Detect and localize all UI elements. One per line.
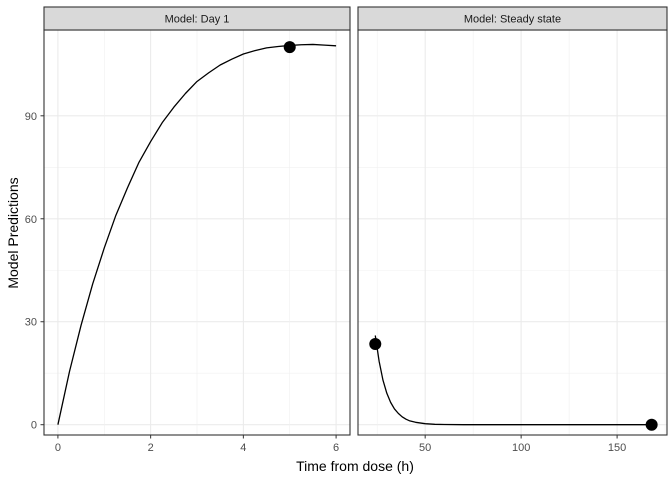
x-axis-title: Time from dose (h) bbox=[296, 458, 414, 474]
y-tick-label: 60 bbox=[25, 214, 37, 226]
panel-1-strip-label: Model: Day 1 bbox=[165, 14, 230, 26]
panel-2-background bbox=[358, 30, 667, 435]
x-tick-label: 0 bbox=[55, 442, 61, 454]
x-tick-label: 100 bbox=[512, 442, 530, 454]
panel-day-1: Model: Day 1 0 2 4 6 bbox=[43, 6, 351, 454]
panel-2-grid bbox=[358, 30, 667, 435]
y-tick-label: 30 bbox=[25, 317, 37, 329]
panel-1-x-axis: 0 2 4 6 bbox=[55, 435, 339, 454]
data-point bbox=[645, 418, 658, 431]
series-line bbox=[374, 335, 652, 426]
y-axis: 0 30 60 90 bbox=[25, 111, 44, 432]
y-tick-label: 0 bbox=[31, 420, 37, 432]
panel-2-strip-label: Model: Steady state bbox=[464, 14, 561, 26]
x-tick-label: 4 bbox=[240, 442, 246, 454]
panel-2-strip bbox=[357, 6, 668, 31]
data-point bbox=[283, 41, 296, 54]
x-tick-label: 150 bbox=[608, 442, 626, 454]
y-tick-label: 90 bbox=[25, 111, 37, 123]
panel-1-grid bbox=[44, 30, 350, 435]
panel-1-strip bbox=[43, 6, 351, 31]
panel-steady-state: Model: Steady state 50 100 150 bbox=[357, 6, 668, 454]
y-axis-title: Model Predictions bbox=[5, 177, 21, 288]
data-point bbox=[369, 338, 382, 351]
panel-2-data bbox=[369, 335, 658, 431]
x-tick-label: 6 bbox=[333, 442, 339, 454]
panel-2-x-axis: 50 100 150 bbox=[419, 435, 626, 454]
x-tick-label: 50 bbox=[419, 442, 431, 454]
x-tick-label: 2 bbox=[148, 442, 154, 454]
panel-1-data bbox=[57, 41, 337, 425]
